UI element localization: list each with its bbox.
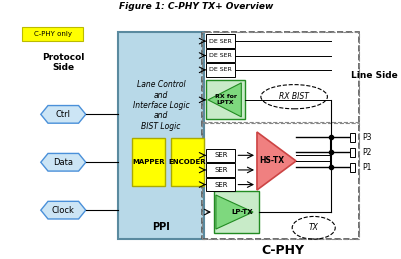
Polygon shape bbox=[41, 105, 85, 123]
Polygon shape bbox=[41, 201, 85, 219]
Text: RX BIST: RX BIST bbox=[279, 92, 308, 101]
Text: DE SER: DE SER bbox=[209, 67, 231, 72]
FancyBboxPatch shape bbox=[206, 63, 235, 77]
Polygon shape bbox=[208, 83, 241, 117]
Text: ENCODER: ENCODER bbox=[168, 159, 206, 165]
Text: Clock: Clock bbox=[52, 206, 75, 215]
FancyBboxPatch shape bbox=[349, 148, 354, 157]
FancyBboxPatch shape bbox=[349, 133, 354, 142]
FancyBboxPatch shape bbox=[22, 27, 83, 41]
Text: Data: Data bbox=[53, 158, 73, 167]
Text: MAPPER: MAPPER bbox=[132, 159, 164, 165]
FancyBboxPatch shape bbox=[206, 149, 235, 162]
Text: P3: P3 bbox=[362, 133, 371, 142]
Text: Line Side: Line Side bbox=[350, 71, 397, 80]
FancyBboxPatch shape bbox=[206, 49, 235, 62]
FancyBboxPatch shape bbox=[206, 163, 235, 177]
FancyBboxPatch shape bbox=[132, 138, 165, 186]
Polygon shape bbox=[41, 153, 85, 171]
FancyBboxPatch shape bbox=[213, 191, 258, 233]
Text: P1: P1 bbox=[362, 163, 371, 172]
Text: SER: SER bbox=[213, 182, 227, 188]
Text: Ctrl: Ctrl bbox=[56, 110, 71, 119]
Polygon shape bbox=[215, 195, 252, 229]
Text: PPI: PPI bbox=[152, 221, 170, 232]
Text: C-PHY: C-PHY bbox=[260, 244, 303, 257]
FancyBboxPatch shape bbox=[118, 32, 204, 239]
Text: Lane Control
and
Interface Logic
and
BIST Logic: Lane Control and Interface Logic and BIS… bbox=[132, 80, 189, 131]
Text: DE SER: DE SER bbox=[209, 39, 231, 44]
Text: SER: SER bbox=[213, 152, 227, 158]
Text: Figure 1: C-PHY TX+ Overview: Figure 1: C-PHY TX+ Overview bbox=[119, 2, 273, 11]
FancyBboxPatch shape bbox=[170, 138, 204, 186]
Text: DE SER: DE SER bbox=[209, 53, 231, 58]
FancyBboxPatch shape bbox=[206, 178, 235, 191]
Text: SER: SER bbox=[213, 167, 227, 173]
Text: HS-TX: HS-TX bbox=[259, 156, 284, 166]
Text: P2: P2 bbox=[362, 148, 371, 157]
Text: RX for
LPTX: RX for LPTX bbox=[214, 95, 236, 105]
Text: C-PHY only: C-PHY only bbox=[33, 31, 71, 37]
Text: LP-TX: LP-TX bbox=[231, 209, 252, 215]
FancyBboxPatch shape bbox=[206, 80, 245, 119]
Polygon shape bbox=[256, 132, 296, 190]
FancyBboxPatch shape bbox=[206, 34, 235, 48]
FancyBboxPatch shape bbox=[349, 163, 354, 172]
Text: TX: TX bbox=[308, 223, 318, 232]
Text: Protocol
Side: Protocol Side bbox=[42, 53, 84, 72]
